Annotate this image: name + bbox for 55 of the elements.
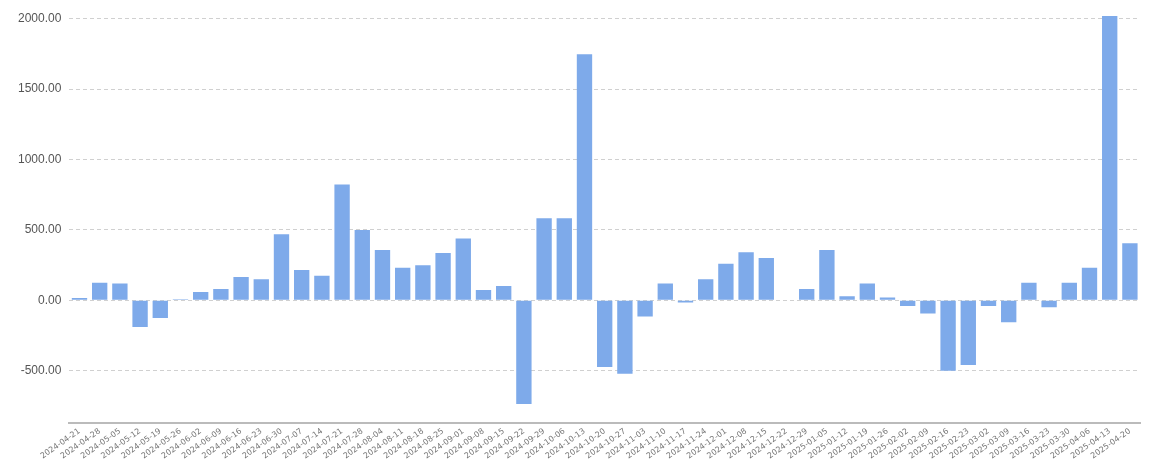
bar bbox=[455, 238, 471, 300]
bar bbox=[718, 263, 734, 300]
y-tick-label: 1500.00 bbox=[17, 81, 62, 96]
bar bbox=[637, 300, 653, 317]
bar bbox=[435, 253, 451, 300]
bar bbox=[617, 300, 633, 374]
bar bbox=[213, 289, 229, 300]
bar bbox=[273, 234, 290, 300]
bar bbox=[799, 289, 815, 300]
bar bbox=[112, 283, 128, 300]
bar bbox=[132, 300, 148, 327]
bar bbox=[940, 300, 956, 371]
bar bbox=[819, 249, 835, 300]
bar bbox=[496, 286, 512, 300]
y-tick-label: 0.00 bbox=[38, 292, 62, 307]
bar bbox=[415, 265, 431, 300]
bar bbox=[879, 297, 896, 300]
bar bbox=[334, 184, 350, 300]
y-tick-label: 2000.00 bbox=[17, 11, 62, 26]
bar bbox=[253, 279, 269, 300]
bar bbox=[738, 252, 754, 300]
bar bbox=[536, 218, 552, 300]
bar bbox=[597, 300, 613, 368]
bar bbox=[758, 258, 774, 300]
bar bbox=[698, 279, 714, 300]
bar bbox=[233, 277, 249, 300]
bar bbox=[193, 291, 209, 300]
bar bbox=[859, 283, 875, 300]
bar bbox=[1021, 282, 1037, 300]
bar bbox=[516, 300, 532, 404]
bar bbox=[960, 300, 976, 366]
bar bbox=[1122, 243, 1138, 300]
bar bbox=[657, 283, 673, 300]
bar bbox=[475, 290, 492, 300]
y-tick-label: 500.00 bbox=[24, 222, 62, 237]
bar bbox=[1061, 282, 1077, 300]
bar bbox=[980, 300, 997, 306]
bar bbox=[354, 229, 370, 300]
bar bbox=[839, 296, 855, 300]
bar bbox=[1041, 300, 1057, 308]
bar bbox=[1081, 267, 1098, 300]
bar bbox=[576, 54, 593, 300]
bar bbox=[920, 300, 936, 314]
bar bbox=[395, 267, 411, 300]
bar bbox=[1102, 15, 1118, 300]
bar bbox=[900, 300, 916, 306]
bar bbox=[314, 275, 330, 300]
bar bbox=[556, 218, 572, 300]
bar bbox=[1001, 300, 1017, 323]
bar bbox=[374, 249, 391, 300]
bar bbox=[152, 300, 168, 318]
bar bbox=[294, 270, 310, 300]
bar bbox=[92, 282, 108, 300]
y-tick-label: 1000.00 bbox=[17, 151, 62, 166]
y-tick-label: -500.00 bbox=[20, 362, 62, 377]
